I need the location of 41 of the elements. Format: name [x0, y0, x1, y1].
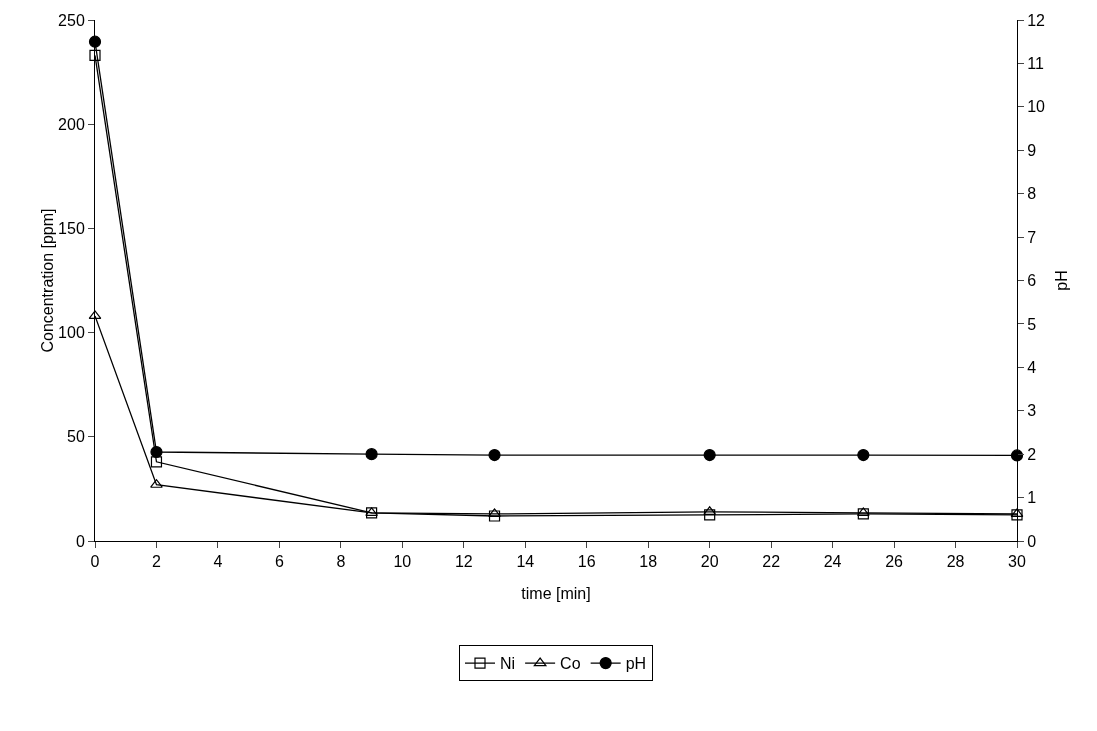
x-tick-label: 28 [946, 553, 965, 571]
y2-tick-label: 10 [1027, 98, 1046, 116]
x-axis-title: time [min] [521, 585, 591, 602]
legend-label: pH [625, 655, 647, 673]
x-tick-label: 20 [700, 553, 719, 571]
x-tick-label: 2 [152, 553, 162, 571]
x-tick-label: 12 [454, 553, 473, 571]
legend-label: Ni [500, 655, 516, 673]
y2-tick-label: 0 [1027, 532, 1037, 550]
y2-tick-label: 12 [1027, 11, 1046, 29]
y-tick-label: 50 [67, 428, 85, 446]
y2-tick-label: 7 [1027, 228, 1037, 246]
y2-tick-label: 2 [1027, 445, 1037, 463]
legend-label: Co [560, 655, 581, 673]
x-tick-label: 22 [762, 553, 781, 571]
x-tick-label: 24 [823, 553, 842, 571]
y2-tick-label: 5 [1027, 315, 1037, 333]
y2-tick-label: 8 [1027, 185, 1037, 203]
x-tick-label: 14 [516, 553, 535, 571]
y-tick-label: 200 [58, 115, 85, 133]
y2-tick-label: 4 [1027, 358, 1037, 376]
y-tick-label: 100 [58, 324, 85, 342]
x-tick-label: 10 [393, 553, 412, 571]
x-tick-label: 4 [213, 553, 223, 571]
x-tick-label: 30 [1008, 553, 1026, 571]
x-tick-label: 0 [90, 553, 100, 571]
x-tick-label: 6 [274, 553, 284, 571]
x-tick-label: 16 [577, 553, 596, 571]
x-tick-label: 26 [885, 553, 904, 571]
x-tick-label: 8 [336, 553, 346, 571]
y2-tick-label: 11 [1027, 55, 1044, 73]
y2-tick-label: 1 [1027, 489, 1037, 507]
y-tick-label: 0 [75, 532, 85, 550]
y-tick-label: 250 [58, 11, 85, 29]
y2-tick-label: 3 [1027, 402, 1037, 420]
y2-tick-label: 6 [1027, 272, 1037, 290]
y2-axis-title: pH [1053, 270, 1070, 291]
y2-tick-label: 9 [1027, 141, 1037, 159]
y-tick-label: 150 [58, 220, 85, 237]
y-axis-title: Concentration [ppm] [39, 208, 56, 353]
x-tick-label: 18 [639, 553, 658, 571]
